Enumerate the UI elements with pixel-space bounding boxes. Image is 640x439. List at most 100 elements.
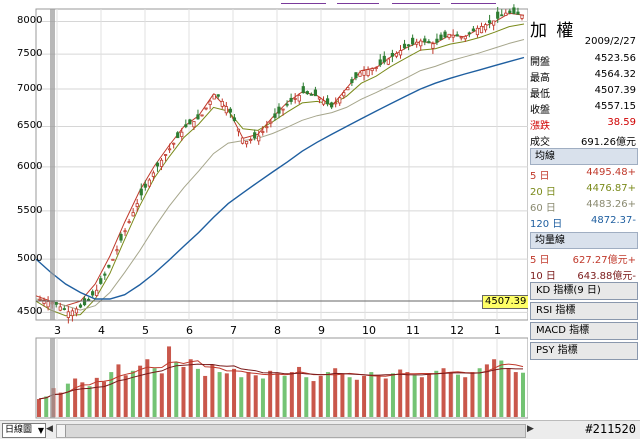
scrollbar-thumb[interactable] — [57, 425, 66, 437]
volume-bar — [210, 364, 215, 417]
volume-bar — [195, 368, 200, 417]
candle-body — [91, 291, 95, 296]
candle-body — [411, 37, 415, 45]
vol-ma-row-label: 5 日 — [530, 255, 550, 266]
quote-row: 收盤 4557.15 — [530, 101, 636, 116]
candle-body — [378, 59, 382, 66]
candle-body — [192, 121, 196, 128]
top-link-1[interactable] — [281, 0, 326, 4]
candle-body — [297, 94, 301, 102]
volume-bar — [506, 368, 511, 417]
x-tick-label: 8 — [274, 324, 281, 337]
candle-body — [78, 304, 83, 308]
volume-bar — [347, 377, 352, 417]
candle-body — [435, 38, 439, 43]
candle-body — [147, 179, 151, 187]
volume-bar — [268, 370, 273, 417]
volume-bar — [477, 368, 482, 417]
candle-body — [479, 25, 484, 34]
candle-body — [253, 132, 257, 139]
candle-body — [236, 128, 241, 132]
ma-line-1 — [35, 23, 525, 317]
candle-body — [99, 278, 103, 284]
indicator-button[interactable]: MACD 指標 — [530, 322, 638, 340]
volume-bar — [398, 369, 403, 417]
candle-body — [87, 298, 91, 301]
volume-bar — [297, 366, 302, 417]
cursor-bar-volume — [50, 338, 55, 418]
candle-body — [224, 106, 228, 114]
candle-body — [277, 106, 281, 114]
index-title: 加 權 — [530, 21, 576, 41]
price-grid — [36, 9, 528, 418]
volume-bar — [188, 359, 193, 417]
volume-bar — [174, 362, 179, 417]
candle-body — [370, 68, 374, 72]
candle-body — [115, 249, 119, 252]
volume-bar — [109, 372, 114, 417]
candlesticks — [38, 4, 524, 324]
bottom-toolbar: 日線圖 ▼ ◀ ▶ #211520 — [0, 420, 640, 439]
vol-ma-row-label: 10 日 — [530, 271, 556, 282]
candle-body — [516, 11, 520, 15]
y-tick-label: 5000 — [17, 253, 43, 265]
ma-row: 5 日 4495.48+ — [530, 167, 636, 182]
candle-body — [338, 97, 342, 104]
period-select[interactable]: 日線圖 ▼ — [2, 423, 46, 438]
x-tick-label: 5 — [142, 324, 149, 337]
candle-body — [212, 94, 216, 100]
candle-body — [176, 132, 180, 139]
candle-body — [103, 273, 107, 276]
candle-body — [184, 124, 188, 128]
candle-body — [42, 299, 46, 304]
x-tick-label: 11 — [406, 324, 420, 337]
volume-bar — [325, 372, 330, 417]
ma-row-label: 5 日 — [530, 171, 550, 182]
candle-body — [95, 289, 99, 296]
volume-bar — [470, 372, 475, 417]
candle-body — [374, 67, 378, 69]
quote-row-value: 4507.39 — [594, 85, 636, 96]
quote-row-value: 4523.56 — [594, 53, 636, 64]
indicator-button[interactable]: KD 指標(9 日) — [530, 282, 638, 300]
candle-body — [346, 87, 350, 91]
candle-body — [228, 108, 232, 113]
top-link-3[interactable] — [392, 0, 440, 4]
y-tick-label: 6500 — [17, 120, 43, 132]
volume-bar — [167, 346, 172, 417]
candle-body — [127, 221, 131, 223]
top-link-4[interactable] — [451, 0, 496, 4]
y-tick-label: 6000 — [17, 160, 43, 172]
volume-bar — [354, 379, 359, 417]
quote-row-value: 4564.32 — [594, 69, 636, 80]
candle-body — [309, 93, 313, 96]
quote-row: 成交 691.26億元 — [530, 133, 636, 148]
candle-body — [358, 72, 362, 77]
y-tick-label: 7000 — [17, 82, 43, 94]
indicator-button[interactable]: RSI 指標 — [530, 302, 638, 320]
ma-section-header: 均線 — [530, 148, 638, 165]
indicator-button[interactable]: PSY 指標 — [530, 342, 638, 360]
volume-bar — [253, 375, 258, 417]
scroll-right-arrow-icon[interactable]: ▶ — [527, 424, 534, 434]
candle-body — [123, 230, 127, 233]
candle-body — [232, 117, 237, 122]
candle-body — [325, 98, 330, 105]
volume-bar — [58, 392, 63, 417]
x-tick-label: 7 — [230, 324, 237, 337]
top-link-2[interactable] — [337, 0, 379, 4]
volume-bar — [463, 377, 468, 417]
volume-bar — [383, 378, 388, 417]
quote-row-value: 691.26億元 — [581, 137, 636, 148]
ma-row-value: 4495.48+ — [586, 167, 636, 178]
candle-body — [107, 264, 111, 268]
vol-ma-row: 10 日 643.88億元- — [530, 267, 636, 282]
y-tick-label: 4500 — [17, 306, 43, 318]
candle-body — [159, 159, 164, 167]
candle-body — [244, 140, 249, 145]
horizontal-scrollbar[interactable] — [56, 424, 526, 438]
x-tick-label: 9 — [318, 324, 325, 337]
candle-body — [398, 50, 403, 56]
scroll-left-arrow-icon[interactable]: ◀ — [46, 424, 53, 434]
candle-body — [342, 92, 346, 97]
